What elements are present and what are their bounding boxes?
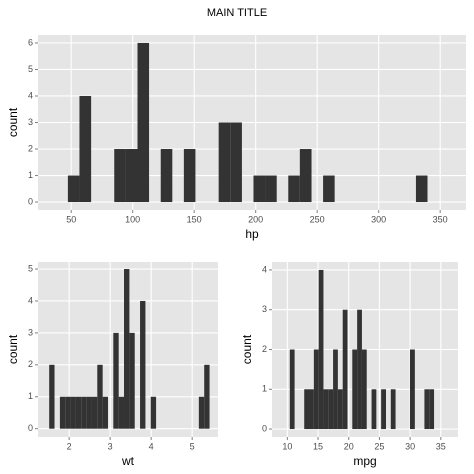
bar [97, 364, 103, 429]
bar [124, 269, 130, 429]
y-tick-label: 2 [28, 143, 33, 153]
x-tick-label: 15 [313, 441, 323, 451]
x-tick-label: 5 [190, 441, 195, 451]
bar [424, 389, 430, 430]
x-tick-label: 4 [149, 441, 154, 451]
bar [357, 309, 362, 430]
x-axis-title: wt [121, 454, 135, 468]
bar [230, 122, 242, 203]
bar [160, 149, 173, 203]
y-tick-label: 4 [28, 90, 33, 100]
y-tick-label: 1 [28, 391, 33, 401]
bar [204, 364, 210, 429]
bar [323, 175, 335, 203]
y-tick-label: 3 [262, 304, 267, 314]
y-tick-label: 0 [262, 423, 267, 433]
x-tick-label: 250 [310, 214, 325, 224]
x-tick-label: 200 [248, 214, 263, 224]
x-tick-label: 350 [433, 214, 448, 224]
bar [299, 149, 312, 203]
bar [102, 396, 108, 429]
x-tick-label: 20 [344, 441, 354, 451]
bar [318, 269, 324, 430]
bar [125, 149, 138, 203]
bar [342, 309, 348, 430]
bar [49, 364, 55, 429]
bar [183, 149, 196, 203]
y-tick-label: 4 [28, 295, 33, 305]
x-axis-title: mpg [353, 454, 376, 468]
bar [265, 175, 277, 203]
y-tick-label: 0 [28, 423, 33, 433]
y-tick-label: 1 [28, 170, 33, 180]
bar [198, 396, 205, 429]
main-title: MAIN TITLE [207, 7, 267, 19]
bar [313, 349, 319, 430]
y-axis-title: count [240, 334, 254, 364]
bar [309, 389, 314, 430]
y-tick-label: 4 [262, 264, 267, 274]
x-tick-label: 3 [108, 441, 113, 451]
bar [253, 175, 266, 203]
bar [65, 396, 71, 429]
y-tick-label: 1 [262, 384, 267, 394]
y-tick-label: 3 [28, 327, 33, 337]
x-tick-label: 25 [374, 441, 384, 451]
bar [75, 396, 82, 429]
x-tick-label: 30 [405, 441, 415, 451]
bar [415, 175, 428, 203]
x-tick-label: 300 [371, 214, 386, 224]
bar [150, 396, 157, 429]
y-axis-title: count [6, 107, 20, 137]
y-tick-label: 5 [28, 263, 33, 273]
bar [390, 389, 396, 430]
y-tick-label: 2 [262, 344, 267, 354]
bar [70, 396, 76, 429]
bar [86, 396, 92, 429]
x-tick-label: 100 [125, 214, 140, 224]
y-axis-title: count [6, 334, 20, 364]
bar [304, 389, 310, 430]
bar [218, 122, 231, 203]
bar [429, 389, 435, 430]
x-axis-title: hp [245, 227, 259, 241]
y-tick-label: 3 [28, 117, 33, 127]
bar [289, 349, 295, 430]
x-tick-label: 10 [282, 441, 292, 451]
x-tick-label: 2 [67, 441, 72, 451]
bar [79, 95, 92, 203]
bar [140, 300, 146, 429]
y-tick-label: 6 [28, 37, 33, 47]
bar [361, 349, 367, 430]
bar [81, 396, 87, 429]
bar [118, 396, 125, 429]
bar [59, 396, 66, 429]
x-tick-label: 35 [436, 441, 446, 451]
bar [91, 396, 98, 429]
bar [409, 349, 415, 430]
bar [137, 42, 150, 203]
x-tick-label: 150 [187, 214, 202, 224]
bar [328, 389, 334, 430]
bar [337, 389, 343, 430]
bar [114, 149, 126, 203]
bar [288, 175, 300, 203]
bar [333, 349, 338, 430]
y-tick-label: 5 [28, 64, 33, 74]
bar [352, 349, 358, 430]
y-tick-label: 0 [28, 196, 33, 206]
bar [113, 332, 119, 429]
bar [67, 175, 80, 203]
y-tick-label: 2 [28, 359, 33, 369]
bar [129, 332, 135, 429]
bar [323, 389, 329, 430]
bar [371, 389, 377, 430]
x-tick-label: 50 [66, 214, 76, 224]
bar [381, 389, 386, 430]
